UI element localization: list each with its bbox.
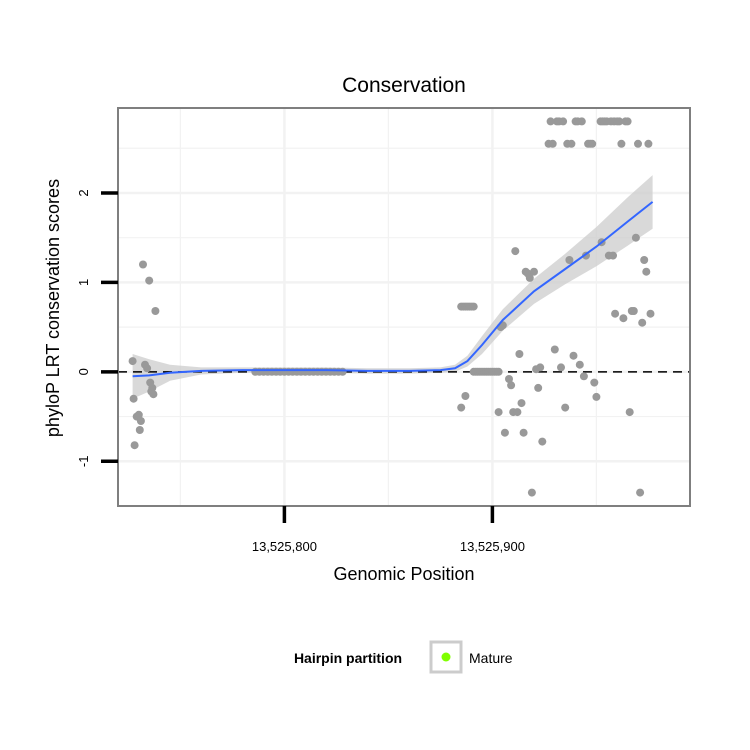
data-point <box>338 367 347 376</box>
x-tick-label: 13,525,900 <box>460 539 525 554</box>
data-point <box>634 139 642 148</box>
x-tick-label: 13,525,800 <box>252 539 317 554</box>
gridlines <box>118 108 690 506</box>
data-point <box>623 117 632 126</box>
data-point <box>592 392 601 401</box>
y-axis: -1 0 1 2 <box>76 189 118 467</box>
legend-mature-swatch <box>441 652 451 662</box>
data-point <box>130 441 139 450</box>
data-point <box>143 364 152 373</box>
data-point <box>534 383 543 392</box>
data-point <box>457 403 466 412</box>
data-point <box>494 408 503 417</box>
data-point <box>611 309 620 318</box>
x-axis: 13,525,800 13,525,900 <box>252 506 525 554</box>
plot-panel <box>117 107 691 507</box>
data-point <box>513 408 522 417</box>
data-point <box>134 410 143 419</box>
data-point <box>561 403 570 412</box>
smooth-trend-line <box>132 201 654 378</box>
data-point <box>136 417 145 425</box>
y-tick-label: 2 <box>76 189 91 196</box>
data-point <box>527 488 536 497</box>
panel-background <box>118 108 690 506</box>
data-point <box>546 117 555 126</box>
data-point <box>129 394 138 403</box>
y-tick-label: 1 <box>76 279 91 286</box>
data-point <box>644 139 653 148</box>
data-point <box>500 428 509 437</box>
y-tick-label: 0 <box>76 368 91 375</box>
data-point <box>494 367 503 376</box>
data-point <box>567 139 576 148</box>
data-point <box>625 408 634 417</box>
panel-border <box>117 107 691 507</box>
data-point <box>642 267 651 276</box>
legend: Hairpin partition Mature <box>294 640 513 674</box>
data-point <box>515 350 524 358</box>
data-point <box>629 307 638 315</box>
data-point <box>550 345 559 354</box>
data-point <box>615 117 624 126</box>
data-point <box>579 372 588 381</box>
data-point <box>636 488 645 497</box>
data-point <box>135 426 144 434</box>
data-point <box>631 233 640 242</box>
data-point <box>638 318 647 327</box>
chart-title: Conservation <box>342 74 466 97</box>
data-point <box>536 363 545 372</box>
data-point <box>525 273 534 282</box>
data-point <box>511 247 520 256</box>
data-point <box>588 139 597 148</box>
data-point <box>640 256 649 264</box>
data-point <box>559 117 568 126</box>
data-point <box>577 117 586 126</box>
data-point <box>461 392 470 400</box>
data-point <box>646 309 655 318</box>
data-point <box>617 139 626 148</box>
data-point <box>128 357 137 366</box>
data-point <box>151 307 160 315</box>
data-point <box>519 428 528 437</box>
data-point <box>148 383 157 392</box>
data-point <box>507 381 516 390</box>
x-axis-label: Genomic Position <box>333 564 474 584</box>
data-point <box>575 360 584 369</box>
data-points <box>128 117 655 497</box>
data-point <box>565 256 574 264</box>
data-point <box>517 399 526 408</box>
data-point <box>548 139 557 148</box>
y-axis-label: phyloP LRT conservation scores <box>43 179 63 437</box>
data-point <box>139 260 147 269</box>
data-point <box>569 351 578 360</box>
data-point <box>557 363 565 372</box>
data-point <box>145 276 154 285</box>
legend-title: Hairpin partition <box>294 650 402 666</box>
data-point <box>530 267 538 276</box>
data-point <box>538 437 547 446</box>
data-point <box>609 251 617 260</box>
legend-mature-label: Mature <box>469 650 513 666</box>
confidence-band <box>132 175 653 399</box>
data-point <box>505 375 513 383</box>
data-point <box>469 302 478 311</box>
data-point <box>590 378 599 387</box>
data-point <box>149 390 158 399</box>
data-point <box>619 314 628 323</box>
y-tick-label: -1 <box>76 456 91 468</box>
